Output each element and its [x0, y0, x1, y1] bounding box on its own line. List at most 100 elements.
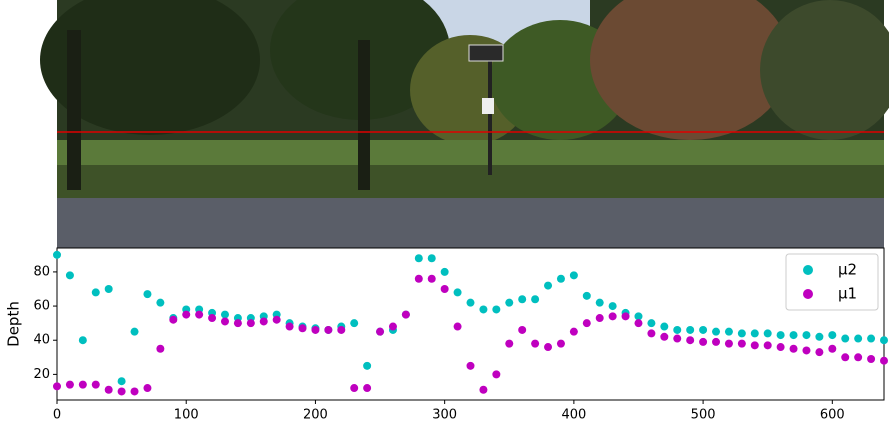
point: [479, 305, 488, 314]
point: [505, 339, 514, 348]
x-tick-label: 400: [561, 408, 586, 423]
x-tick-label: 0: [53, 408, 61, 423]
point: [376, 327, 385, 336]
tree: [40, 0, 260, 135]
point: [169, 315, 178, 324]
point: [724, 339, 733, 348]
point: [841, 334, 850, 343]
point: [130, 327, 139, 336]
point: [311, 325, 320, 334]
legend-marker: [803, 265, 813, 275]
point: [673, 334, 682, 343]
point: [350, 384, 359, 393]
legend-marker: [803, 289, 813, 299]
point: [750, 329, 759, 338]
point: [492, 305, 501, 314]
road: [57, 198, 884, 248]
point: [427, 254, 436, 263]
point: [789, 344, 798, 353]
point: [595, 298, 604, 307]
point: [518, 295, 527, 304]
point: [569, 271, 578, 280]
point: [608, 302, 617, 311]
legend-label: μ1: [838, 285, 857, 303]
point: [363, 361, 372, 370]
point: [686, 336, 695, 345]
photo: [40, 0, 889, 248]
point: [854, 353, 863, 362]
point: [699, 337, 708, 346]
x-tick-label: 100: [174, 408, 199, 423]
point: [388, 322, 397, 331]
point: [544, 281, 553, 290]
point: [854, 334, 863, 343]
point: [763, 329, 772, 338]
point: [220, 310, 229, 319]
point: [712, 327, 721, 336]
point: [246, 319, 255, 328]
point: [427, 274, 436, 283]
point: [91, 288, 100, 297]
point: [337, 325, 346, 334]
point: [220, 317, 229, 326]
point: [621, 312, 630, 321]
point: [91, 380, 100, 389]
point: [505, 298, 514, 307]
point: [143, 384, 152, 393]
point: [518, 325, 527, 334]
y-tick-label: 20: [33, 367, 50, 382]
point: [117, 377, 126, 386]
point: [104, 385, 113, 394]
point: [195, 310, 204, 319]
y-tick-label: 60: [33, 299, 50, 314]
point: [686, 325, 695, 334]
sign: [482, 98, 494, 114]
point: [582, 291, 591, 300]
point: [737, 339, 746, 348]
point: [531, 295, 540, 304]
point: [841, 353, 850, 362]
point: [401, 310, 410, 319]
point: [634, 319, 643, 328]
point: [414, 274, 423, 283]
point: [65, 271, 74, 280]
point: [608, 312, 617, 321]
point: [776, 331, 785, 340]
legend-label: μ2: [838, 261, 857, 279]
tree: [590, 0, 790, 140]
point: [737, 329, 746, 338]
point: [156, 298, 165, 307]
point: [272, 315, 281, 324]
point: [789, 331, 798, 340]
point: [208, 314, 217, 323]
point: [53, 382, 61, 391]
point: [712, 337, 721, 346]
point: [324, 325, 333, 334]
tree: [760, 0, 889, 140]
point: [298, 324, 307, 333]
point: [660, 322, 669, 331]
point: [466, 298, 475, 307]
point: [699, 325, 708, 334]
point: [117, 387, 126, 396]
point: [867, 334, 876, 343]
point: [544, 343, 553, 352]
point: [156, 344, 165, 353]
point: [453, 322, 462, 331]
point: [453, 288, 462, 297]
point: [660, 332, 669, 341]
point: [763, 341, 772, 350]
point: [104, 284, 113, 293]
point: [776, 343, 785, 352]
point: [466, 361, 475, 370]
plot-frame: [56, 247, 885, 401]
point: [828, 344, 837, 353]
point: [285, 322, 294, 331]
sign: [468, 44, 504, 62]
point: [828, 331, 837, 340]
point: [880, 356, 888, 365]
point: [65, 380, 74, 389]
point: [78, 336, 87, 345]
point: [595, 314, 604, 323]
